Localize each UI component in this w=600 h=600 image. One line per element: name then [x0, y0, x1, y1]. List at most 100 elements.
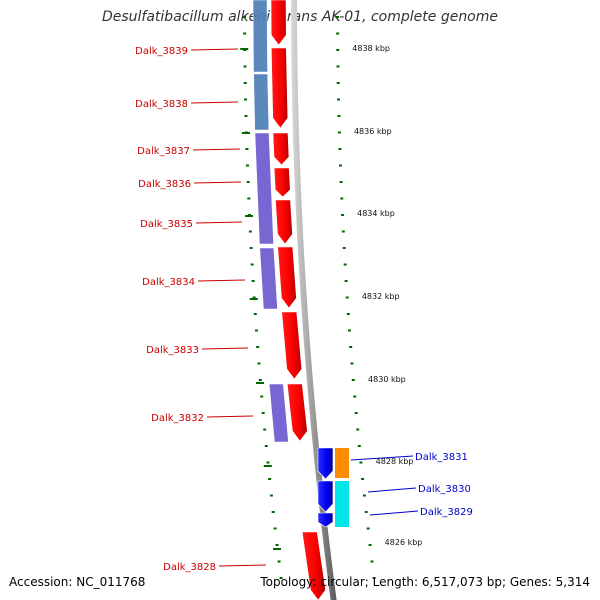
- scale-tick: [345, 296, 349, 299]
- scale-tick: [245, 164, 249, 167]
- cog-box: [259, 247, 278, 310]
- scale-tick: [250, 263, 254, 266]
- gene-label-leader: [218, 564, 267, 567]
- scale-tick: [336, 82, 340, 84]
- scale-tick: [372, 577, 376, 579]
- scale-tick-major: [241, 132, 250, 134]
- topology-text: Topology: circular; Length: 6,517,073 bp…: [260, 575, 590, 589]
- scale-label: 4830 kbp: [368, 375, 406, 384]
- scale-label: 4828 kbp: [376, 457, 414, 466]
- scale-tick: [243, 82, 247, 84]
- scale-tick: [339, 181, 343, 183]
- scale-tick: [257, 362, 261, 365]
- scale-tick: [243, 16, 247, 18]
- gene-label-forward: Dalk_3839: [135, 46, 188, 57]
- scale-tick: [353, 395, 357, 398]
- scale-tick: [244, 98, 248, 101]
- forward-gene-arrow: [286, 383, 308, 442]
- cog-box: [253, 73, 270, 131]
- scale-tick: [261, 412, 265, 414]
- gene-label-leader: [190, 48, 239, 51]
- gene-label-forward: Dalk_3835: [140, 219, 193, 230]
- cog-box: [254, 132, 274, 245]
- scale-tick: [266, 461, 270, 464]
- scale-label: 4836 kbp: [354, 127, 392, 136]
- scale-tick: [248, 230, 252, 233]
- gene-labels: Dalk_3839 Dalk_3838 Dalk_3837 Dalk_3836 Dalk…: [135, 46, 473, 573]
- cog-box: [252, 0, 268, 73]
- scale-tick: [338, 164, 342, 167]
- forward-gene-arrow: [281, 311, 303, 380]
- scale-tick: [277, 560, 281, 563]
- scale-tick: [269, 494, 273, 497]
- scale-tick: [243, 32, 247, 35]
- scale-tick: [368, 544, 372, 546]
- scale-tick: [246, 181, 250, 183]
- scale-tick: [338, 148, 342, 150]
- gene-label-leader: [197, 279, 246, 282]
- scale-tick: [258, 379, 262, 381]
- scale-label: 4832 kbp: [362, 292, 400, 301]
- scale-tick: [350, 362, 354, 365]
- scale-tick: [254, 329, 258, 332]
- scale-label: 4826 kbp: [385, 538, 423, 547]
- cog-box: [335, 448, 349, 478]
- scale-tick: [341, 230, 345, 233]
- scale-tick: [347, 329, 351, 332]
- scale-label: 4834 kbp: [357, 209, 395, 218]
- reverse-gene-arrow: [317, 480, 334, 513]
- scale-tick-major: [256, 382, 265, 384]
- forward-gene-arrow: [272, 132, 290, 166]
- scale-tick-major: [240, 48, 249, 50]
- forward-gene-arrow: [277, 246, 297, 309]
- scale-tick: [336, 49, 340, 51]
- gene-track: [270, 0, 334, 600]
- scale-tick: [336, 16, 340, 18]
- gene-label-leader: [190, 101, 239, 104]
- scale-tick: [260, 395, 264, 398]
- map-title: Desulfatibacillum alkenivorans AK-01, co…: [101, 9, 499, 25]
- scale-tick: [351, 379, 355, 381]
- reverse-gene-arrow: [317, 447, 334, 480]
- forward-gene-arrow: [301, 531, 326, 600]
- scale-tick: [279, 577, 283, 579]
- scale-ticks-outer: [240, 16, 283, 579]
- gene-label-reverse: Dalk_3830: [418, 484, 471, 495]
- scale-tick: [336, 32, 340, 35]
- gene-label-forward: Dalk_3832: [151, 413, 204, 424]
- gene-label-forward: Dalk_3828: [163, 562, 216, 573]
- scale-tick: [249, 247, 253, 249]
- scale-tick: [362, 494, 366, 497]
- forward-gene-arrow: [275, 199, 293, 245]
- forward-gene-arrow: [270, 47, 289, 129]
- scale-tick: [337, 98, 341, 101]
- scale-tick: [252, 296, 256, 299]
- scale-tick: [336, 65, 340, 68]
- scale-tick: [349, 346, 353, 348]
- scale-tick: [251, 280, 255, 282]
- scale-tick: [247, 197, 251, 200]
- scale-tick: [344, 280, 348, 282]
- scale-tick: [343, 263, 347, 266]
- gene-label-forward: Dalk_3836: [138, 179, 191, 190]
- scale-tick: [341, 214, 345, 216]
- gene-label-leader: [367, 487, 417, 493]
- scale-tick: [263, 428, 267, 431]
- scale-tick: [244, 115, 248, 117]
- scale-tick: [245, 148, 249, 150]
- forward-gene-arrow: [270, 0, 287, 46]
- scale-tick: [359, 461, 363, 464]
- scale-tick: [346, 313, 350, 315]
- gene-label-forward: Dalk_3833: [146, 345, 199, 356]
- scale-tick: [361, 478, 365, 480]
- gene-label-leader: [193, 181, 242, 184]
- scale-tick: [370, 560, 374, 563]
- scale-tick: [271, 511, 275, 513]
- gene-label-reverse: Dalk_3829: [420, 507, 473, 518]
- scale-tick: [354, 412, 358, 414]
- backbone-strip: [291, 0, 337, 600]
- scale-tick: [357, 445, 361, 447]
- reverse-gene-arrow: [317, 512, 334, 528]
- gene-label-leader: [369, 510, 419, 516]
- cog-track: [252, 0, 349, 527]
